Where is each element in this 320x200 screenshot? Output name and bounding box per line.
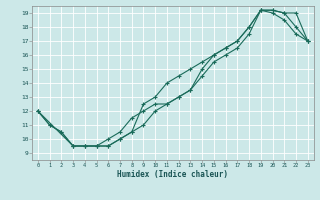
X-axis label: Humidex (Indice chaleur): Humidex (Indice chaleur)	[117, 170, 228, 179]
